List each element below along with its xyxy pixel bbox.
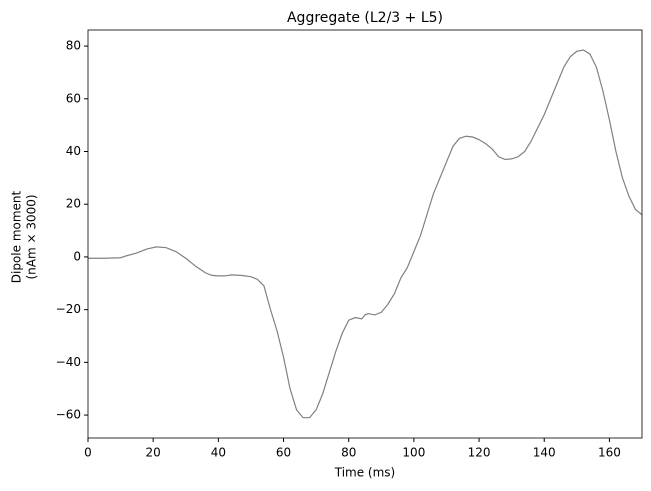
x-tick-label: 120 (468, 446, 491, 460)
y-tick-label: 60 (66, 91, 81, 105)
y-tick-label: 0 (73, 249, 81, 263)
x-tick-label: 160 (598, 446, 621, 460)
y-tick-label: −40 (56, 355, 81, 369)
y-tick-label: −20 (56, 302, 81, 316)
x-tick-label: 20 (146, 446, 161, 460)
plot-frame (87, 29, 643, 439)
x-tick-label: 40 (211, 446, 226, 460)
x-tick-label: 60 (276, 446, 291, 460)
y-tick-label: −60 (56, 408, 81, 422)
y-tick-label: 80 (66, 39, 81, 53)
y-tick-label: 40 (66, 144, 81, 158)
x-tick-label: 100 (402, 446, 425, 460)
x-tick-label: 0 (84, 446, 92, 460)
y-tick-label: 20 (66, 197, 81, 211)
x-tick-label: 80 (341, 446, 356, 460)
chart-title: Aggregate (L2/3 + L5) (287, 10, 443, 26)
y-axis-label: (nAm × 3000) (25, 194, 39, 279)
x-axis-label: Time (ms) (334, 466, 396, 480)
data-line (88, 49, 643, 419)
x-tick-label: 140 (533, 446, 556, 460)
y-axis-label: Dipole moment (10, 190, 24, 283)
